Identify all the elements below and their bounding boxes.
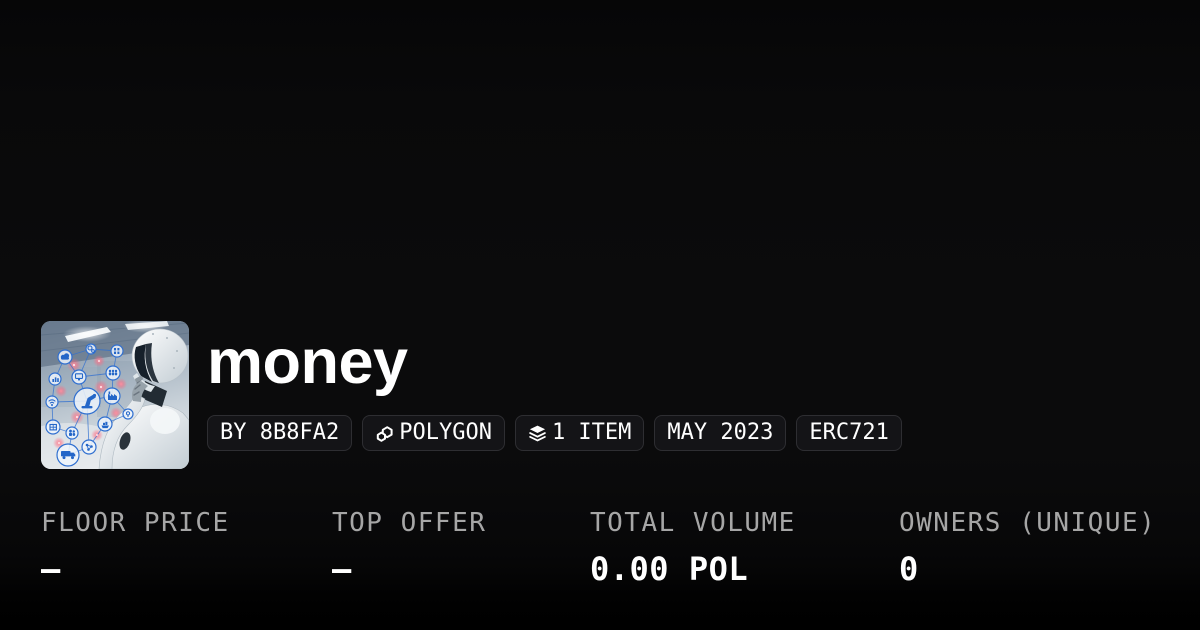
standard-badge[interactable]: ERC721 [796,415,902,451]
glow-cores [58,360,103,444]
collection-image [41,321,189,469]
stat-top-offer-label: TOP OFFER [332,508,487,538]
created-badge[interactable]: MAY 2023 [654,415,787,451]
created-badge-label: MAY 2023 [667,420,774,445]
stat-floor-price: FLOOR PRICE — [41,508,230,588]
stat-floor-price-value: — [41,550,61,588]
stat-top-offer: TOP OFFER — [332,508,487,588]
creator-badge-label: BY 8B8FA2 [220,420,340,445]
stat-owners-unique-value: 0 [899,550,919,588]
chain-badge-label: POLYGON [399,420,492,445]
stat-owners-unique: OWNERS (UNIQUE) 0 [899,508,1157,588]
creator-badge[interactable]: BY 8B8FA2 [207,415,353,451]
network-icons [48,345,131,460]
badge-row: BY 8B8FA2 POLYGON [207,415,902,451]
stat-total-volume-value: 0.00 POL [590,550,749,588]
standard-badge-label: ERC721 [809,420,889,445]
collection-header: money BY 8B8FA2 POLYGON [41,321,902,469]
polygon-icon [375,424,394,443]
collection-title: money [207,327,408,397]
items-badge-label: 1 ITEM [551,420,632,445]
stat-top-offer-value: — [332,550,352,588]
chain-badge[interactable]: POLYGON [362,415,505,451]
stat-total-volume-label: TOTAL VOLUME [590,508,796,538]
robot-network-artwork [41,321,189,469]
robot-figure [98,328,189,469]
layers-icon [528,424,547,443]
stat-floor-price-label: FLOOR PRICE [41,508,230,538]
stat-total-volume: TOTAL VOLUME 0.00 POL [590,508,796,588]
stat-owners-unique-label: OWNERS (UNIQUE) [899,508,1157,538]
stats-row: FLOOR PRICE — TOP OFFER — TOTAL VOLUME 0… [0,508,1200,608]
items-badge[interactable]: 1 ITEM [514,415,645,451]
